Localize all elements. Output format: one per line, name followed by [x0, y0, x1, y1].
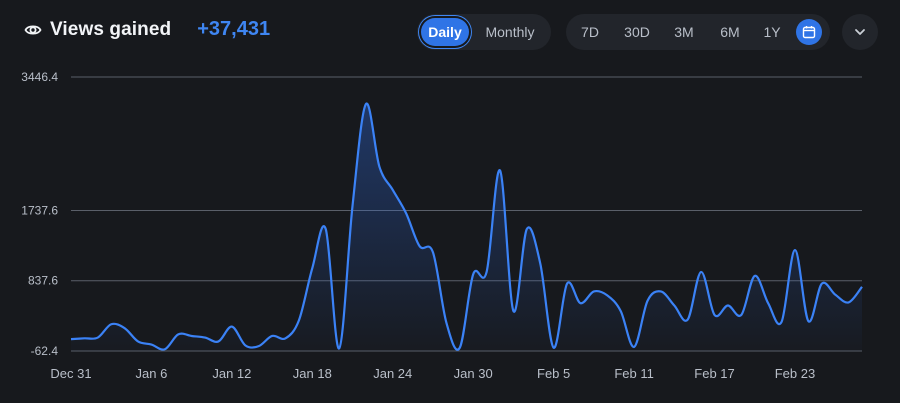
- range-selector: 7D 30D 3M 6M 1Y: [566, 14, 830, 50]
- views-chart: -62.4 837.6 1737.6 3446.4 Dec 31 Jan 6 Jan 12…: [21, 70, 863, 381]
- title-group: Views gained +37,431: [24, 18, 270, 41]
- views-gained-total: +37,431: [197, 18, 271, 40]
- monthly-button[interactable]: Monthly: [485, 24, 535, 40]
- range-6m-button[interactable]: 6M: [720, 24, 740, 40]
- x-tick-label: Jan 12: [212, 366, 251, 381]
- daily-button[interactable]: Daily: [421, 18, 469, 46]
- range-7d-button[interactable]: 7D: [581, 24, 599, 40]
- page-title: Views gained: [50, 18, 172, 40]
- calendar-button[interactable]: [796, 19, 822, 45]
- x-tick-label: Feb 5: [537, 366, 570, 381]
- eye-icon: [24, 21, 42, 39]
- y-tick-label: 3446.4: [21, 70, 58, 84]
- x-tick-label: Feb 11: [614, 366, 654, 381]
- x-tick-label: Jan 30: [454, 366, 493, 381]
- expand-button[interactable]: [842, 14, 878, 50]
- x-tick-label: Dec 31: [50, 366, 91, 381]
- series-line: [70, 102, 863, 351]
- x-tick-label: Feb 17: [694, 366, 734, 381]
- chart-header: Views gained +37,431 Daily Monthly 7D 30…: [0, 0, 900, 64]
- calendar-icon: [802, 26, 816, 39]
- x-tick-label: Feb 23: [775, 366, 815, 381]
- x-tick-label: Jan 6: [136, 366, 168, 381]
- y-tick-label: 1737.6: [21, 203, 58, 217]
- y-tick-label: 837.6: [28, 274, 58, 288]
- range-30d-button[interactable]: 30D: [624, 24, 650, 40]
- x-tick-label: Jan 24: [373, 366, 412, 381]
- range-3m-button[interactable]: 3M: [674, 24, 694, 40]
- mode-toggle: Daily Monthly: [417, 14, 551, 50]
- x-tick-label: Jan 18: [293, 366, 332, 381]
- y-tick-label: -62.4: [31, 344, 59, 358]
- series-area: [71, 103, 862, 351]
- chevron-down-icon: [855, 29, 865, 35]
- range-1y-button[interactable]: 1Y: [763, 24, 781, 40]
